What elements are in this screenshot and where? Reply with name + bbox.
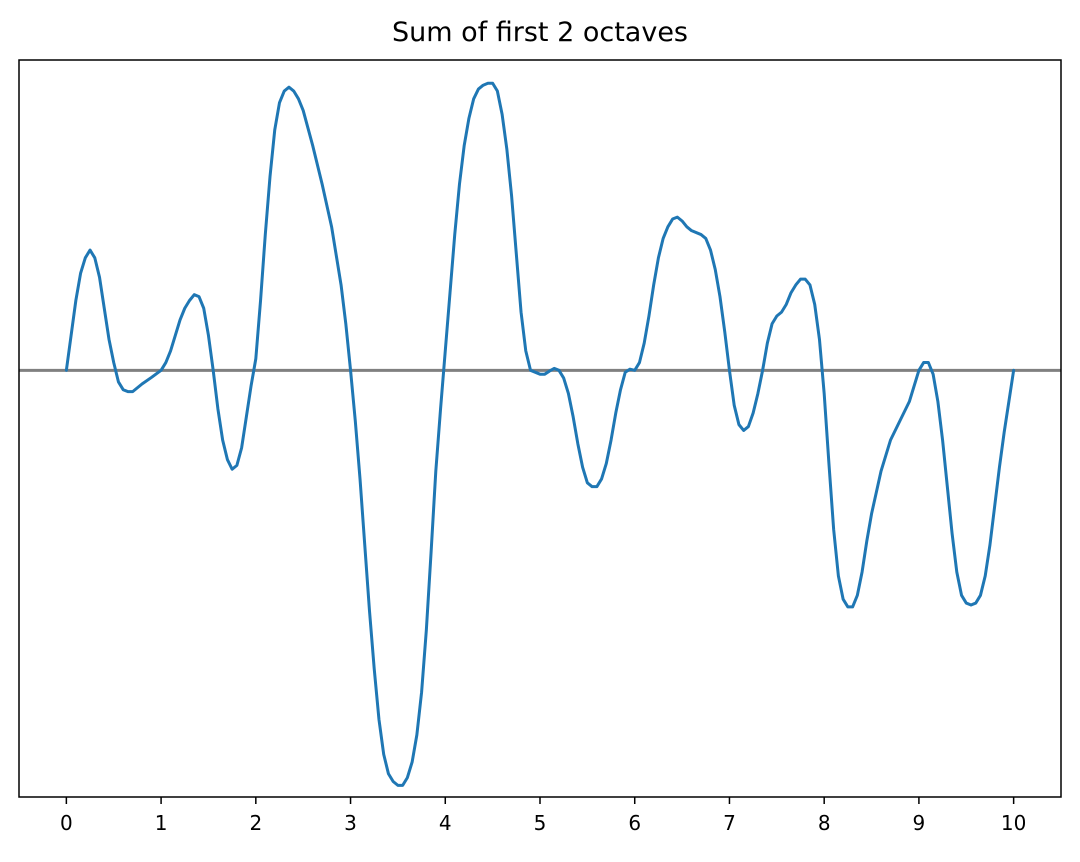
x-tick-label: 4 <box>439 811 452 835</box>
x-tick-label: 0 <box>60 811 73 835</box>
x-tick-label: 3 <box>344 811 357 835</box>
plot-area <box>19 60 1061 797</box>
x-tick-label: 1 <box>155 811 168 835</box>
frame-layer <box>18 59 1062 798</box>
x-tick-label: 10 <box>1001 811 1026 835</box>
x-tick-label: 7 <box>723 811 736 835</box>
chart-title: Sum of first 2 octaves <box>392 17 688 48</box>
axes-frame <box>18 59 1062 798</box>
plot-background <box>19 60 1061 797</box>
x-tick-label: 9 <box>913 811 926 835</box>
x-tick-label: 2 <box>249 811 262 835</box>
x-tick-label: 8 <box>818 811 831 835</box>
x-tick-label: 6 <box>628 811 641 835</box>
x-axis: 0 1 2 3 4 5 6 7 8 9 10 <box>60 797 1026 835</box>
series-line <box>64 81 1016 787</box>
x-tick-label: 5 <box>534 811 547 835</box>
series-layer <box>64 81 1016 787</box>
